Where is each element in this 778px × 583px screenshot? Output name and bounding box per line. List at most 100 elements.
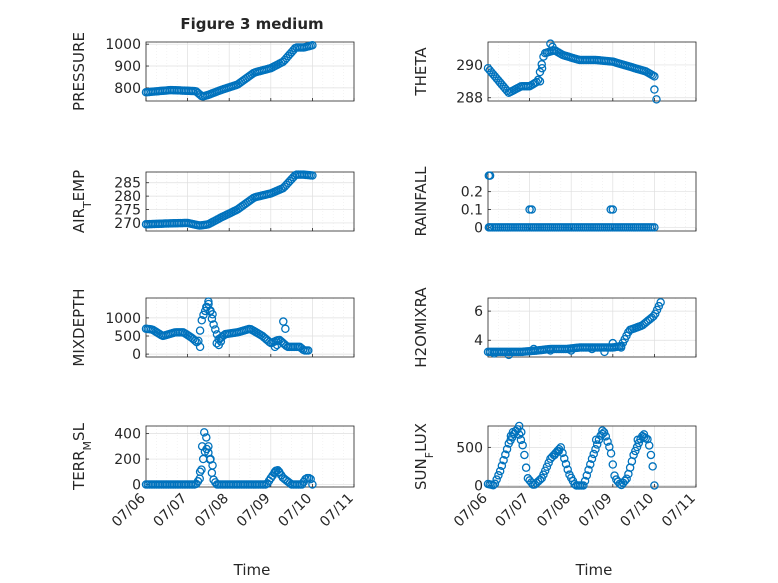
data-point	[650, 481, 659, 490]
data-point	[527, 205, 536, 214]
data-point	[546, 346, 555, 355]
y-tick-label: 0.1	[461, 203, 483, 219]
data-point	[554, 446, 563, 456]
data-point	[495, 466, 505, 476]
data-point	[608, 338, 618, 348]
data-point	[656, 298, 665, 307]
data-point	[616, 343, 626, 352]
subplot-2: 288 290 THETA	[412, 39, 697, 107]
x-axis-label-right: Time	[575, 561, 613, 579]
data-point	[494, 471, 503, 480]
data-point	[499, 455, 508, 465]
data-point	[308, 480, 317, 489]
subplot-6: 4 6 H2OMIXRA	[412, 287, 697, 368]
axes-box	[487, 297, 697, 358]
subplot-5: 0 500 1000 MIXDEPTH	[70, 288, 355, 367]
data-point	[497, 461, 507, 471]
data-point	[587, 454, 597, 464]
data-point	[652, 95, 661, 104]
data-point	[582, 471, 592, 480]
data-point	[608, 205, 618, 214]
data-point	[490, 479, 500, 489]
data-point	[272, 340, 282, 350]
data-point	[622, 474, 631, 483]
y-tick-label: 4	[474, 333, 483, 349]
data-point	[195, 467, 205, 476]
x-axis-label-left: Time	[233, 561, 271, 579]
data-point	[216, 337, 226, 346]
data-point	[579, 481, 588, 490]
data-point	[648, 462, 657, 471]
data-point	[631, 446, 640, 456]
data-point	[592, 440, 602, 449]
data-point	[485, 171, 495, 180]
y-tick-label: 200	[114, 452, 141, 468]
data-point	[194, 336, 203, 346]
y-axis-label: THETA	[412, 47, 430, 97]
subplot-1: 800 900 1000 PRESSURE	[70, 32, 355, 111]
data-point	[520, 450, 529, 460]
data-point	[534, 75, 543, 85]
data-point	[598, 426, 607, 435]
figure-title: Figure 3 medium	[180, 15, 323, 33]
data-point	[584, 465, 593, 475]
data-point	[561, 459, 571, 469]
data-point	[548, 42, 557, 52]
data-point	[599, 428, 609, 437]
data-point	[591, 445, 600, 454]
data-point	[209, 320, 218, 329]
data-point	[518, 440, 527, 450]
y-tick-label: 1000	[105, 37, 141, 53]
data-point	[591, 435, 601, 444]
data-point	[508, 427, 518, 437]
data-point	[502, 444, 512, 454]
data-point	[650, 85, 659, 94]
axes-box	[145, 171, 355, 232]
data-point	[620, 476, 630, 486]
data-point	[204, 297, 213, 306]
data-point	[587, 344, 597, 354]
data-point	[281, 324, 290, 334]
data-point	[589, 449, 598, 459]
y-tick-label: 1000	[105, 311, 141, 327]
data-point	[580, 476, 590, 486]
data-point	[301, 474, 310, 484]
y-tick-label: 270	[114, 216, 141, 232]
data-point	[504, 350, 514, 360]
data-point	[199, 310, 208, 320]
y-axis-label: AIRTEMP	[70, 170, 94, 233]
data-point	[603, 437, 612, 446]
data-point	[190, 336, 200, 345]
data-point	[644, 441, 654, 450]
subplot-4: 00.1 0.2 RAINFALL	[412, 166, 697, 236]
data-point	[303, 346, 313, 355]
data-point	[208, 461, 217, 470]
y-tick-label: 800	[114, 81, 141, 97]
data-point	[202, 433, 211, 442]
data-point	[517, 427, 526, 437]
data-point	[529, 344, 539, 354]
data-point	[563, 465, 572, 474]
data-point	[535, 77, 545, 86]
data-point	[212, 338, 221, 348]
data-point	[537, 63, 547, 73]
y-axis-label: PRESSURE	[70, 32, 88, 111]
data-point	[197, 465, 206, 474]
y-tick-label: 400	[114, 427, 141, 443]
y-tick-label: 0.2	[461, 185, 483, 201]
data-point	[489, 349, 499, 358]
y-tick-label: 0	[132, 477, 141, 493]
data-point	[501, 450, 510, 459]
data-point	[539, 470, 548, 479]
y-tick-label: 500	[456, 440, 483, 456]
data-point	[492, 475, 501, 484]
data-point	[606, 449, 616, 458]
data-point	[586, 460, 595, 469]
data-point	[200, 306, 210, 316]
data-point	[304, 473, 314, 483]
y-axis-label: H2OMIXRA	[412, 287, 430, 368]
data-point	[540, 466, 550, 475]
data-point	[608, 460, 618, 469]
